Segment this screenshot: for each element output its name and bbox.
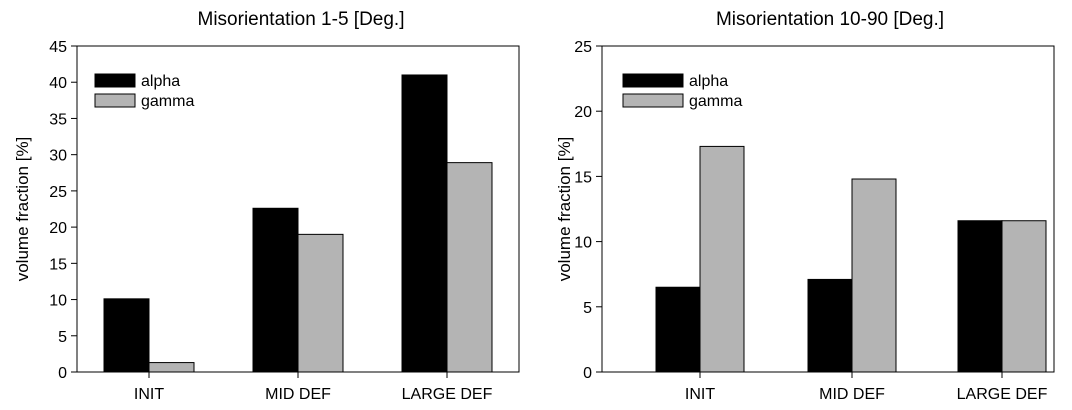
plot-frame [601, 45, 1055, 373]
y-tick-label: 20 [49, 220, 67, 237]
chart-title: Misorientation 1-5 [Deg.] [198, 9, 405, 30]
y-tick-label: 0 [58, 365, 67, 382]
bar-alpha-mid-def [252, 207, 299, 373]
y-tick-label: 45 [49, 39, 67, 56]
legend-swatch-alpha [94, 73, 136, 88]
y-tick-label: 25 [49, 184, 67, 201]
bar-alpha-init [655, 286, 701, 373]
legend-label-gamma: gamma [141, 93, 194, 110]
x-tick-label: INIT [134, 386, 164, 403]
legend-label-alpha: alpha [141, 73, 180, 90]
y-tick-label: 0 [583, 365, 592, 382]
bar-gamma-large-def [446, 162, 493, 373]
chart-title: Misorientation 10-90 [Deg.] [716, 9, 944, 30]
x-tick-label: MID DEF [265, 386, 331, 403]
legend-label-alpha: alpha [689, 73, 728, 90]
x-tick-label: LARGE DEF [957, 386, 1048, 403]
bar-gamma-init [699, 145, 745, 373]
y-tick-label: 30 [49, 148, 67, 165]
bar-gamma-mid-def [851, 178, 897, 373]
bar-gamma-large-def [1001, 220, 1047, 373]
bar-alpha-init [103, 298, 150, 373]
y-tick-label: 20 [574, 104, 592, 121]
bar-alpha-mid-def [807, 278, 853, 373]
legend-swatch-gamma [622, 93, 684, 108]
y-tick-label: 35 [49, 111, 67, 128]
bar-gamma-init [148, 362, 195, 373]
y-tick-label: 25 [574, 39, 592, 56]
legend-swatch-gamma [94, 93, 136, 108]
y-tick-label: 5 [58, 329, 67, 346]
y-axis-label: volume fraction [%] [13, 137, 32, 282]
x-tick-label: MID DEF [819, 386, 885, 403]
chart-right: Misorientation 10-90 [Deg.] volume fracti… [555, 9, 1055, 403]
legend-swatch-alpha [622, 73, 684, 88]
y-axis-label: volume fraction [%] [555, 137, 574, 282]
y-tick-label: 10 [49, 293, 67, 310]
bar-alpha-large-def [401, 74, 448, 373]
x-tick-label: LARGE DEF [402, 386, 493, 403]
bar-alpha-large-def [957, 220, 1003, 373]
y-tick-label: 5 [583, 300, 592, 317]
legend-label-gamma: gamma [689, 93, 742, 110]
y-tick-label: 15 [574, 169, 592, 186]
y-tick-label: 40 [49, 75, 67, 92]
y-tick-label: 10 [574, 235, 592, 252]
x-tick-label: INIT [685, 386, 715, 403]
bar-gamma-mid-def [297, 233, 344, 373]
chart-left: Misorientation 1-5 [Deg.] volume fraction… [13, 9, 520, 403]
y-tick-label: 15 [49, 256, 67, 273]
